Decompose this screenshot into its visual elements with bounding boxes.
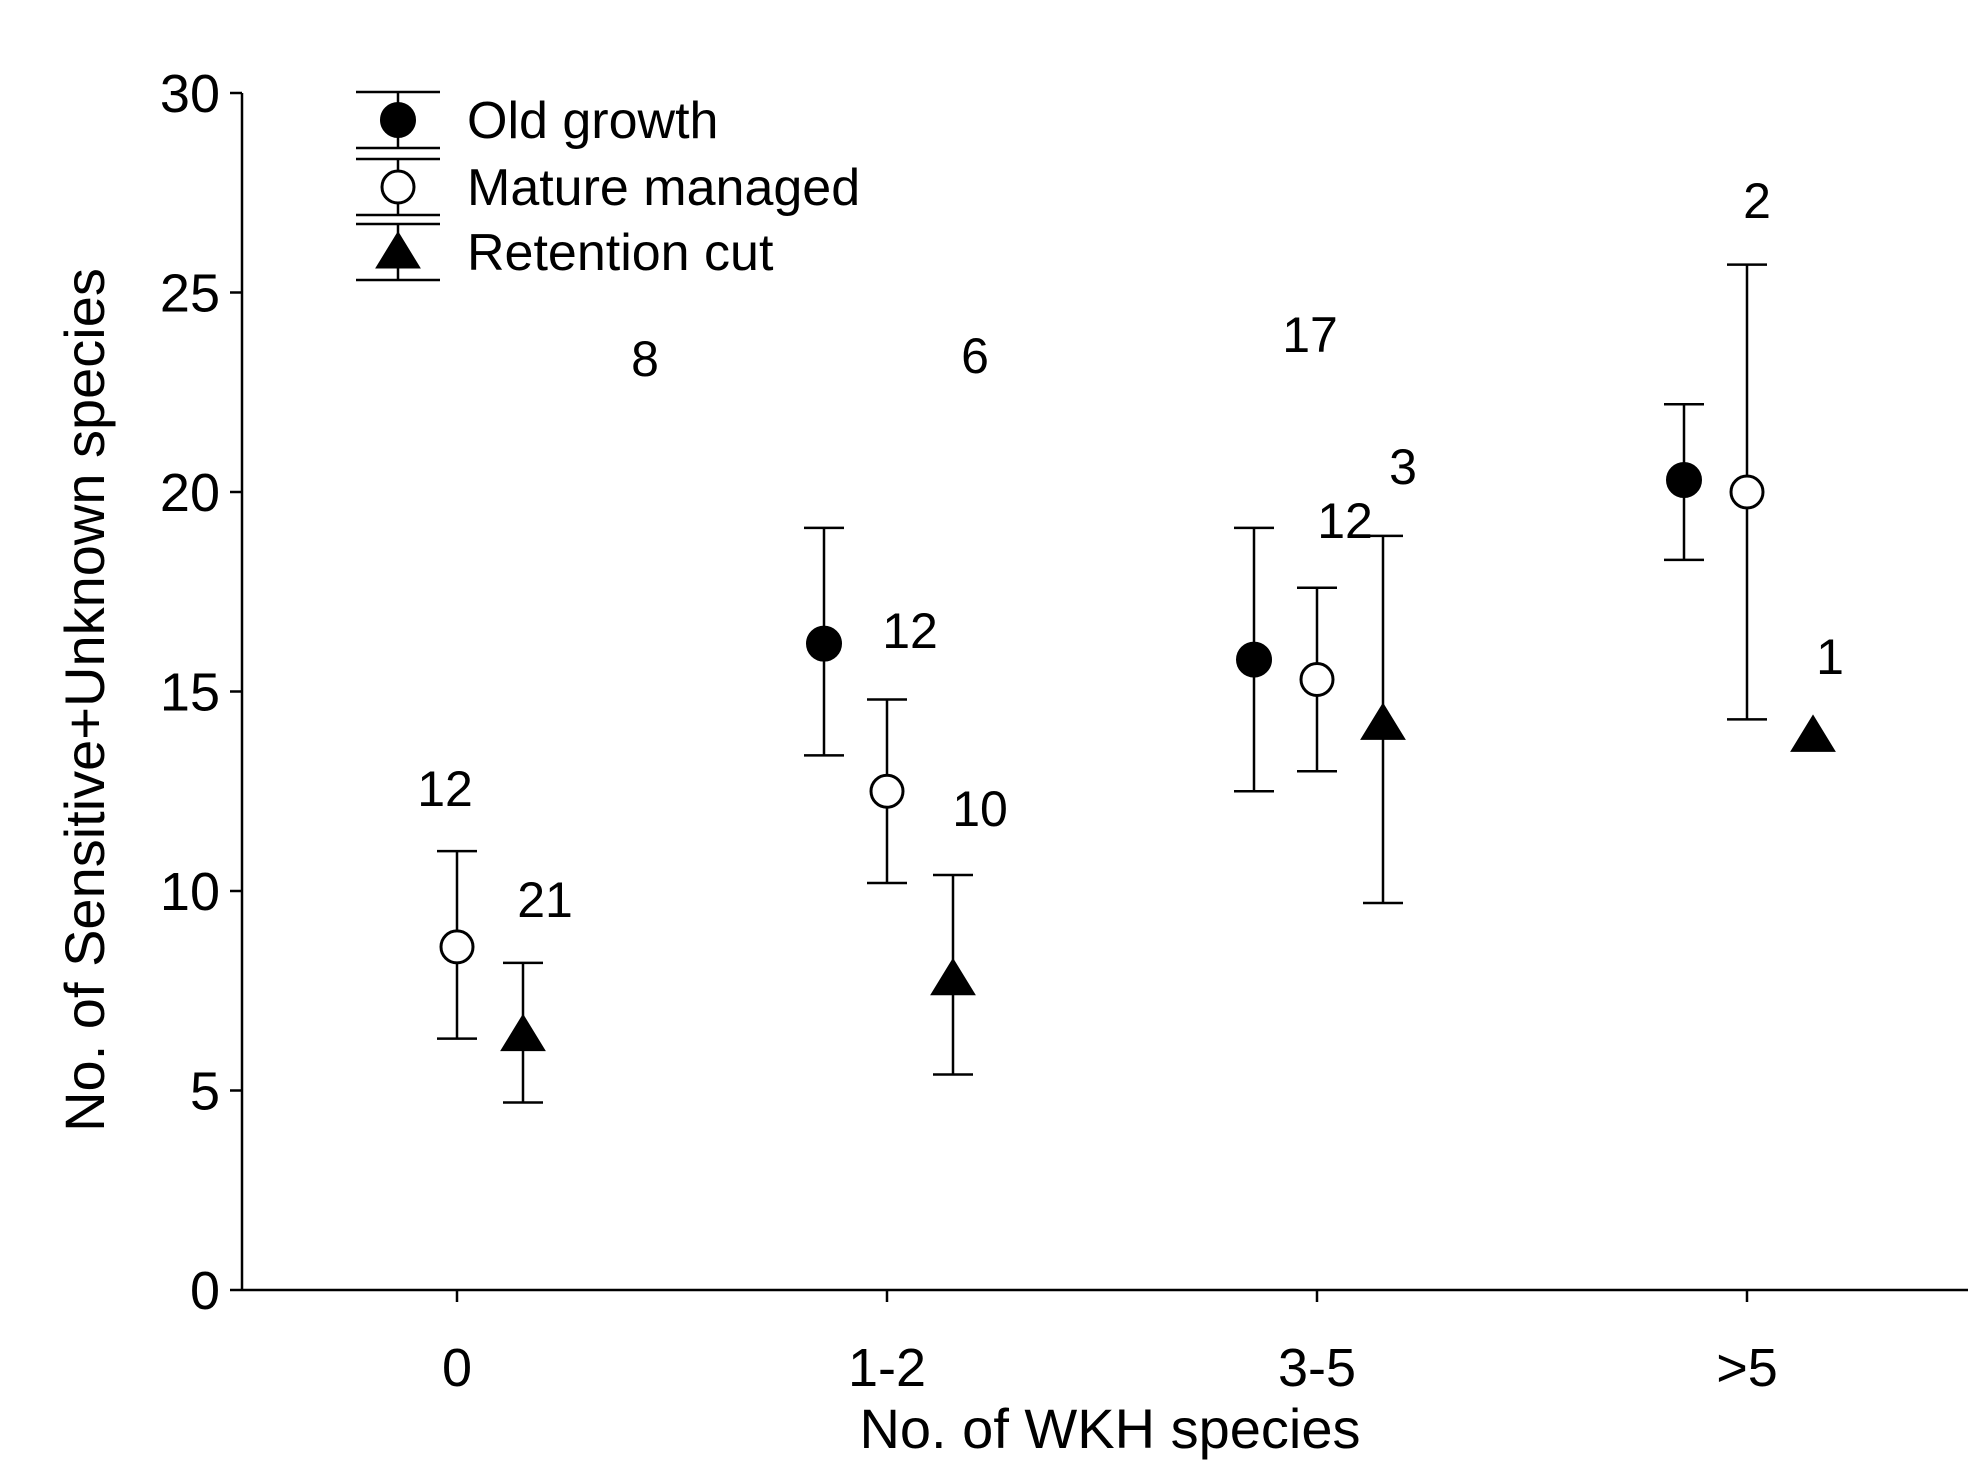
axes: 0 5 10 15 20 25 30 0 1-2 3-5 >5 No. of WKH species N… xyxy=(53,64,1968,1460)
y-tick-label: 30 xyxy=(160,64,220,124)
y-tick-label: 15 xyxy=(160,663,220,723)
y-tick-label: 0 xyxy=(190,1261,220,1321)
n-label: 1 xyxy=(1816,629,1844,685)
data-point: 3 xyxy=(1360,439,1417,905)
x-tick-label: >5 xyxy=(1716,1338,1778,1398)
triangle-marker xyxy=(500,1013,546,1052)
n-label: 10 xyxy=(952,781,1008,837)
y-tick-label: 20 xyxy=(160,463,220,523)
filled-circle-marker xyxy=(806,625,842,662)
open-circle-marker xyxy=(1299,662,1335,698)
data-marks: 8 6 17 12 12 12 2 21 10 3 1 xyxy=(417,173,1844,1104)
legend-label: Mature managed xyxy=(467,159,860,217)
triangle-marker xyxy=(1360,702,1406,740)
n-label: 3 xyxy=(1389,439,1417,495)
legend-item: Retention cut xyxy=(356,222,774,282)
legend-item: Old growth xyxy=(356,90,718,150)
data-point: 12 xyxy=(417,761,477,1040)
series-mature-managed: 12 12 12 2 xyxy=(417,173,1771,1040)
y-axis-title: No. of Sensitive+Unknown species xyxy=(53,268,116,1132)
legend-item: Mature managed xyxy=(356,157,860,217)
n-label: 12 xyxy=(417,761,473,817)
triangle-marker xyxy=(1790,714,1836,752)
data-point: 17 xyxy=(1282,307,1704,562)
y-tick-label: 5 xyxy=(190,1062,220,1122)
filled-circle-marker xyxy=(380,102,416,138)
n-label: 12 xyxy=(882,603,938,659)
x-tick-label: 3-5 xyxy=(1278,1338,1356,1398)
triangle-marker xyxy=(375,231,421,269)
n-label: 21 xyxy=(517,872,573,928)
open-circle-marker xyxy=(869,773,905,809)
n-label: 17 xyxy=(1282,307,1338,363)
series-old-growth: 8 6 17 xyxy=(631,307,1704,793)
n-label: 6 xyxy=(961,328,989,384)
data-point: 1 xyxy=(1790,629,1844,752)
data-point: 2 xyxy=(1727,173,1771,721)
data-point: 12 xyxy=(867,603,938,885)
open-circle-marker xyxy=(439,929,475,965)
legend-label: Retention cut xyxy=(467,224,774,282)
data-point: 21 xyxy=(500,872,573,1104)
triangle-marker xyxy=(930,957,976,996)
x-tick-label: 1-2 xyxy=(848,1338,926,1398)
n-label: 2 xyxy=(1743,173,1771,229)
open-circle-marker xyxy=(380,169,416,205)
series-retention-cut: 21 10 3 1 xyxy=(500,439,1844,1104)
data-point: 10 xyxy=(930,781,1008,1076)
data-point: 8 xyxy=(631,331,844,757)
filled-circle-marker xyxy=(1236,641,1272,678)
x-tick-label: 0 xyxy=(442,1338,472,1398)
data-point: 6 xyxy=(961,328,1274,793)
x-axis-title: No. of WKH species xyxy=(859,1397,1360,1460)
n-label: 12 xyxy=(1317,493,1373,549)
open-circle-marker xyxy=(1729,474,1765,510)
filled-circle-marker xyxy=(1666,462,1702,499)
y-tick-label: 25 xyxy=(160,264,220,324)
data-point: 12 xyxy=(1297,493,1373,773)
legend-label: Old growth xyxy=(467,92,718,150)
y-tick-label: 10 xyxy=(160,862,220,922)
n-label: 8 xyxy=(631,331,659,387)
legend: Old growth Mature managed Retention cut xyxy=(356,90,860,282)
